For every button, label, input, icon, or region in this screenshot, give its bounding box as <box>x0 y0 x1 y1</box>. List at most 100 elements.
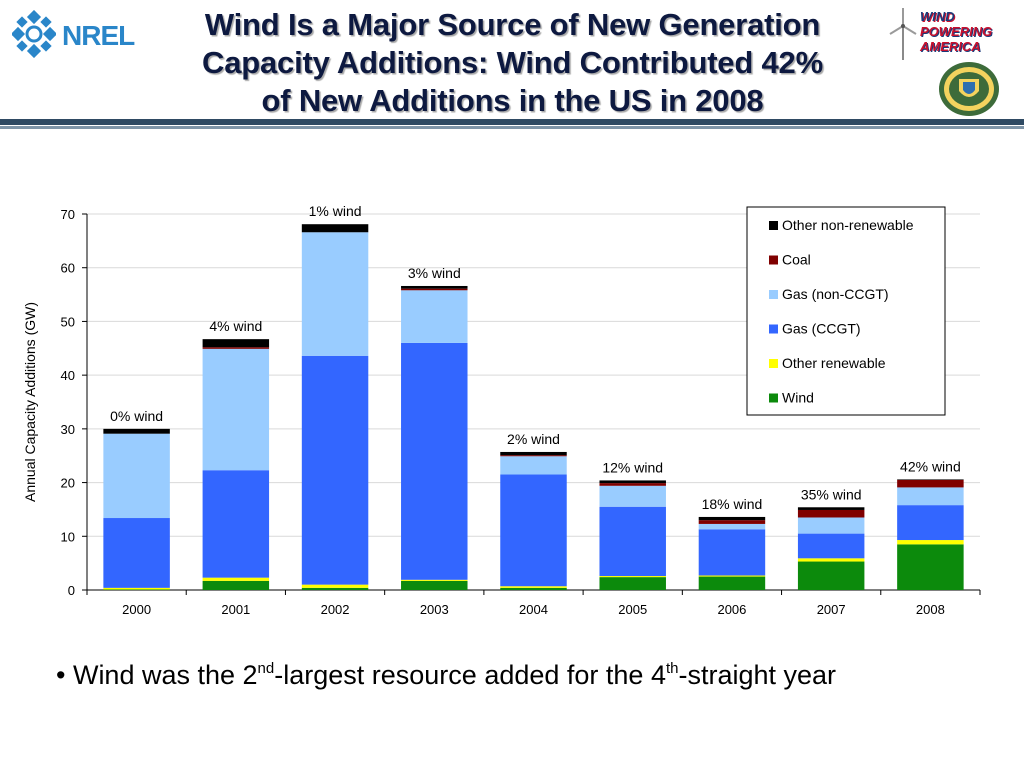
y-tick-label: 70 <box>61 207 75 222</box>
bar-segment-other-renewable <box>301 584 369 588</box>
x-tick-label: 2005 <box>618 602 647 617</box>
bar-segment-other-non-renewable <box>401 285 468 289</box>
bar-segment-gas-non-ccgt- <box>599 485 666 507</box>
bar-segment-other-non-renewable <box>797 507 865 510</box>
wind-share-label: 1% wind <box>309 203 362 219</box>
nrel-wordmark: NREL <box>62 20 135 51</box>
x-tick-label: 2000 <box>122 602 151 617</box>
bar-segment-other-renewable <box>698 575 766 577</box>
legend-label: Gas (CCGT) <box>782 321 861 337</box>
x-tick-label: 2007 <box>817 602 846 617</box>
y-tick-label: 50 <box>61 314 75 329</box>
bar-segment-coal <box>797 509 865 518</box>
bar-segment-coal <box>202 347 270 349</box>
bullet-text-2: -largest resource added for the 4 <box>274 660 666 690</box>
bar-segment-gas-ccgt- <box>797 533 865 559</box>
bar-segment-coal <box>698 520 766 524</box>
wind-powering-america-logo: WIND POWERING AMERICA <box>888 6 1018 62</box>
slide-title: Wind Is a Major Source of New Generation… <box>140 6 885 120</box>
bullet-point: • Wind was the 2nd-largest resource adde… <box>56 660 836 691</box>
wind-share-label: 4% wind <box>209 318 262 334</box>
nrel-logo: NREL <box>10 9 135 62</box>
bar-segment-coal <box>401 288 468 291</box>
y-axis-label: Annual Capacity Additions (GW) <box>22 302 38 502</box>
bar-segment-other-renewable <box>797 558 865 562</box>
legend-swatch <box>769 393 778 403</box>
x-tick-label: 2001 <box>221 602 250 617</box>
legend-swatch <box>769 221 778 230</box>
bar-segment-other-non-renewable <box>301 224 369 233</box>
bar-segment-wind <box>301 587 369 590</box>
bar-segment-wind <box>797 561 865 590</box>
x-tick-label: 2006 <box>717 602 746 617</box>
bar-segment-other-renewable <box>202 577 270 581</box>
bar-segment-gas-ccgt- <box>301 355 369 585</box>
bar-segment-gas-non-ccgt- <box>500 456 567 475</box>
wind-share-label: 12% wind <box>602 459 663 475</box>
slide-header: NREL Wind Is a Major Source of New Gener… <box>0 0 1024 129</box>
bar-segment-wind <box>103 589 170 590</box>
bar-segment-other-renewable <box>500 586 567 588</box>
x-tick-label: 2003 <box>420 602 449 617</box>
header-rule-light <box>0 126 1024 129</box>
wind-share-label: 18% wind <box>702 496 763 512</box>
doe-seal-icon <box>939 62 999 116</box>
wpa-word-wind: WIND <box>920 9 955 24</box>
x-tick-label: 2008 <box>916 602 945 617</box>
y-tick-label: 30 <box>61 422 75 437</box>
legend-swatch <box>769 324 778 334</box>
title-line-2: Capacity Additions: Wind Contributed 42% <box>202 45 823 80</box>
bar-segment-other-non-renewable <box>599 480 666 484</box>
bar-segment-other-non-renewable <box>500 451 567 456</box>
bullet-text-1: Wind was the 2 <box>65 660 258 690</box>
bar-segment-gas-ccgt- <box>103 518 170 588</box>
capacity-additions-chart: 0 10 20 30 40 50 60 70 Annual Capacity Additions… <box>22 203 981 617</box>
title-line-3: of New Additions in the US in 2008 <box>261 83 764 118</box>
header-rule-dark <box>0 119 1024 125</box>
x-tick-label: 2004 <box>519 602 548 617</box>
bar-segment-other-non-renewable <box>698 516 766 521</box>
bar-segment-other-non-renewable <box>202 339 270 348</box>
bar-segment-other-renewable <box>599 576 666 578</box>
y-tick-label: 20 <box>61 476 75 491</box>
bar-segment-wind <box>698 576 766 590</box>
bar-segment-gas-ccgt- <box>698 529 766 576</box>
y-tick-label: 0 <box>68 583 75 598</box>
title-line-1: Wind Is a Major Source of New Generation <box>204 7 821 42</box>
wind-share-label: 42% wind <box>900 458 961 474</box>
wpa-word-america: AMERICA <box>920 39 981 54</box>
bullet-marker: • <box>56 660 66 690</box>
bar-segment-coal <box>599 483 666 486</box>
y-tick-label: 40 <box>61 368 75 383</box>
bar-segment-gas-non-ccgt- <box>897 487 964 506</box>
bar-segment-other-non-renewable <box>103 428 170 434</box>
bar-segment-coal <box>897 479 964 488</box>
bar-segment-other-renewable <box>103 587 170 590</box>
bar-segment-wind <box>599 577 666 590</box>
bar-segment-gas-non-ccgt- <box>401 290 468 343</box>
bar-segment-gas-non-ccgt- <box>202 348 270 471</box>
bar-segment-gas-ccgt- <box>599 506 666 577</box>
bar-segment-wind <box>500 587 567 590</box>
wind-share-label: 35% wind <box>801 486 862 502</box>
legend-label: Other renewable <box>782 355 886 371</box>
bar-segment-gas-ccgt- <box>202 470 270 578</box>
wind-share-label: 0% wind <box>110 408 163 424</box>
bullet-text-3: -straight year <box>678 660 837 690</box>
bar-segment-wind <box>401 580 468 590</box>
bar-segment-gas-ccgt- <box>500 474 567 587</box>
legend-label: Other non-renewable <box>782 217 914 233</box>
nrel-emblem-icon <box>10 9 58 59</box>
wind-share-label: 2% wind <box>507 431 560 447</box>
bar-segment-gas-non-ccgt- <box>301 232 369 356</box>
bar-segment-other-renewable <box>897 540 964 545</box>
bar-segment-gas-ccgt- <box>897 505 964 541</box>
wpa-word-powering: POWERING <box>920 24 993 39</box>
bar-segment-wind <box>202 580 270 590</box>
legend-label: Coal <box>782 252 811 268</box>
legend-swatch <box>769 290 778 299</box>
bar-segment-other-non-renewable <box>897 479 964 480</box>
bar-segment-gas-non-ccgt- <box>797 517 865 534</box>
bullet-sup-1: nd <box>257 660 275 677</box>
bullet-sup-2: th <box>665 660 679 677</box>
